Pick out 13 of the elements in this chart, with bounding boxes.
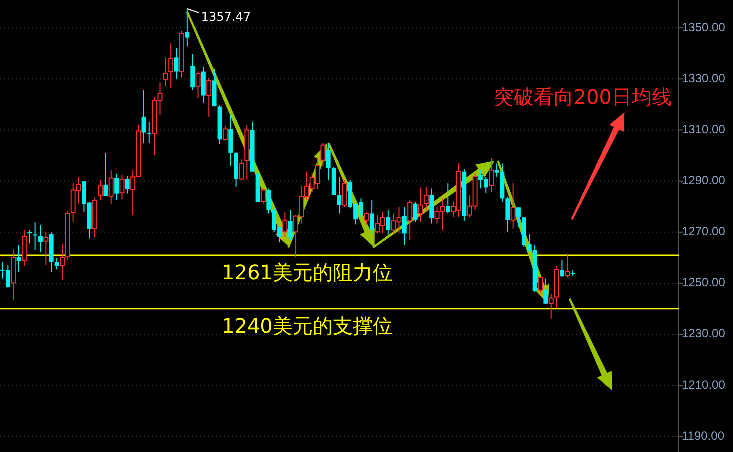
y-tick-label: 1290.00 xyxy=(682,173,726,188)
ref-line-label: 1261美元的阻力位 xyxy=(222,260,393,284)
y-tick-label: 1190.00 xyxy=(682,428,725,443)
y-tick-label: 1310.00 xyxy=(682,122,726,136)
annotation: 突破看向200日均线 xyxy=(494,85,672,109)
y-tick-label: 1270.00 xyxy=(682,224,726,239)
y-tick-label: 1250.00 xyxy=(682,276,726,290)
ref-line-label: 1240美元的支撑位 xyxy=(222,314,393,338)
y-tick-label: 1210.00 xyxy=(682,378,726,392)
annotation: 1357.47 xyxy=(201,10,252,24)
y-tick-label: 1330.00 xyxy=(682,71,726,86)
y-tick-label: 1230.00 xyxy=(682,326,726,341)
y-tick-label: 1350.00 xyxy=(682,20,726,34)
